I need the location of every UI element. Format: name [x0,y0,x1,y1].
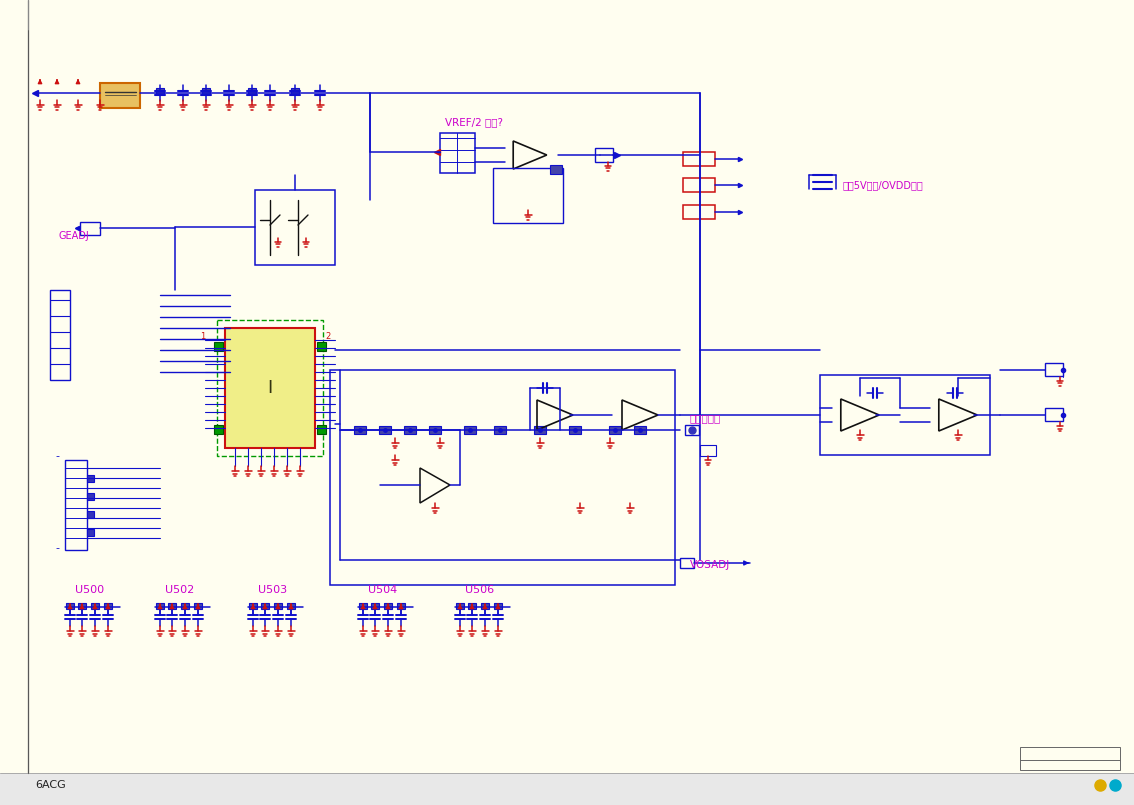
Text: 板载5V供电/OVDD供电: 板载5V供电/OVDD供电 [843,180,924,190]
Bar [291,88,299,94]
Text: U503: U503 [259,585,288,595]
Bar [1046,408,1063,421]
Text: VREF/2 输出?: VREF/2 输出? [445,117,503,127]
Bar [397,603,405,609]
Bar [181,603,189,609]
Bar [359,603,367,609]
Bar [217,320,323,456]
Bar [634,426,646,434]
Bar [318,342,325,351]
Bar [318,425,325,434]
Text: 2: 2 [325,332,331,341]
Bar [534,426,545,434]
Bar [287,603,295,609]
Bar [700,445,716,456]
Bar [683,178,716,192]
Bar [569,426,581,434]
Bar [354,426,366,434]
Bar [0,773,1134,805]
Bar [429,426,441,434]
Bar [202,88,210,94]
Bar [248,88,256,94]
Text: U506: U506 [465,585,494,595]
Bar [274,603,282,609]
Bar [468,603,476,609]
Bar [91,603,99,609]
Bar [249,603,257,609]
Bar [481,603,489,609]
Bar [156,88,164,94]
Text: 1: 1 [201,332,205,341]
Bar [384,603,392,609]
Bar [225,328,315,448]
Bar [680,558,694,568]
Bar [683,152,716,166]
Bar [255,190,335,265]
Bar [371,603,379,609]
Text: U500: U500 [76,585,104,595]
Bar [550,165,562,174]
Bar [87,529,94,536]
Bar [685,425,699,435]
Bar [66,603,74,609]
Bar [404,426,416,434]
Text: 6ACG: 6ACG [35,780,66,790]
Bar [168,603,176,609]
Bar [440,133,475,173]
Text: U502: U502 [166,585,195,595]
Bar [156,603,164,609]
Bar [87,493,94,500]
Bar [81,222,100,235]
Text: 大电流输出: 大电流输出 [689,413,721,423]
Bar [50,290,70,380]
Bar [214,425,223,434]
Bar [214,342,223,351]
Bar [595,148,613,162]
Bar [194,603,202,609]
Text: U504: U504 [369,585,398,595]
Bar [493,168,562,223]
Text: VOSADJ: VOSADJ [689,560,730,570]
Bar [820,375,990,455]
Bar [456,603,464,609]
Bar [261,603,269,609]
Text: GEADJ: GEADJ [59,231,90,241]
Bar [100,83,139,108]
Bar [87,475,94,482]
Bar [104,603,112,609]
Bar [609,426,621,434]
Bar [379,426,391,434]
Bar [683,205,716,219]
Text: I: I [268,379,272,397]
Bar [330,370,675,585]
Bar [1046,363,1063,376]
Bar [78,603,86,609]
Bar [464,426,476,434]
Text: -: - [56,451,59,461]
Bar [1019,747,1120,770]
Bar [87,511,94,518]
Bar [494,603,502,609]
Bar [494,426,506,434]
Bar [65,460,87,550]
Text: -: - [56,543,59,553]
